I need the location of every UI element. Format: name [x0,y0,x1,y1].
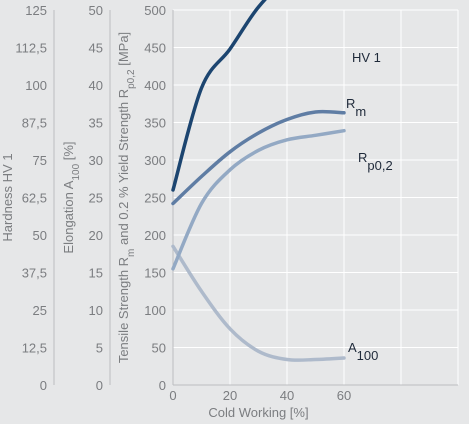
y-tick-label-hardness: 37,5 [22,266,47,281]
series-line-a100 [171,244,346,362]
y-axis-title-strength: Tensile Strength Rm and 0.2 % Yield Stre… [116,32,137,363]
y-tick-label-strength: 50 [152,341,166,356]
y-tick-label-hardness: 75 [33,153,47,168]
y-tick-label-elongation: 50 [89,3,103,18]
grid [173,9,459,385]
series-label-rp0-2: Rp0,2 [358,150,393,173]
y-tick-label-elongation: 5 [96,341,103,356]
series-line-hv-1 [171,0,267,192]
y-tick-label-elongation: 15 [89,266,103,281]
y-tick-label-hardness: 87,5 [22,116,47,131]
series-lines [171,0,346,362]
y-tick-label-hardness: 0 [40,378,47,393]
y-tick-label-elongation: 20 [89,228,103,243]
y-tick-label-strength: 350 [144,116,166,131]
series-label-rm: Rm [346,96,366,119]
x-axis-title: Cold Working [%] [208,405,308,420]
y-tick-label-strength: 250 [144,191,166,206]
y-tick-label-strength: 200 [144,228,166,243]
y-tick-label-elongation: 30 [89,153,103,168]
x-tick-label: 40 [280,388,294,403]
y-tick-label-elongation: 25 [89,191,103,206]
y-axis-title-hardness: Hardness HV 1 [0,153,15,241]
x-tick-label: 0 [169,388,176,403]
axes [53,10,458,386]
y-tick-label-elongation: 40 [89,78,103,93]
tick-labels: 0 12,5 25 37,5 50 62,5 75 87,5 100 112,5 125 0 5 10 15… [15,3,351,403]
y-tick-label-hardness: 50 [33,228,47,243]
y-tick-label-hardness: 62,5 [22,191,47,206]
y-tick-label-hardness: 12,5 [22,341,47,356]
y-axis-title-elongation: Elongation A100 [%] [61,141,82,253]
series-line-rm [171,109,346,206]
y-tick-label-strength: 100 [144,303,166,318]
y-tick-label-elongation: 35 [89,116,103,131]
x-tick-label: 60 [337,388,351,403]
y-tick-label-strength: 400 [144,78,166,93]
axis-titles: Hardness HV 1 Elongation A100 [%] Tensile … [0,32,309,420]
y-tick-label-strength: 500 [144,3,166,18]
y-tick-label-elongation: 0 [96,378,103,393]
series-label-a100: A100 [348,340,378,363]
y-tick-label-strength: 150 [144,266,166,281]
y-tick-label-hardness: 100 [25,78,47,93]
y-tick-label-strength: 450 [144,41,166,56]
series-labels: HV 1 Rm Rp0,2 A100 [346,50,393,363]
y-tick-label-hardness: 125 [25,3,47,18]
series-line-rp0-2 [171,128,346,271]
y-tick-label-hardness: 112,5 [15,41,47,56]
series-label-hv-1: HV 1 [352,50,381,65]
x-tick-label: 20 [223,388,237,403]
y-tick-label-elongation: 45 [89,41,103,56]
y-tick-label-strength: 300 [144,153,166,168]
y-tick-label-elongation: 10 [89,303,103,318]
y-tick-label-strength: 0 [159,378,166,393]
y-tick-label-hardness: 25 [33,303,47,318]
